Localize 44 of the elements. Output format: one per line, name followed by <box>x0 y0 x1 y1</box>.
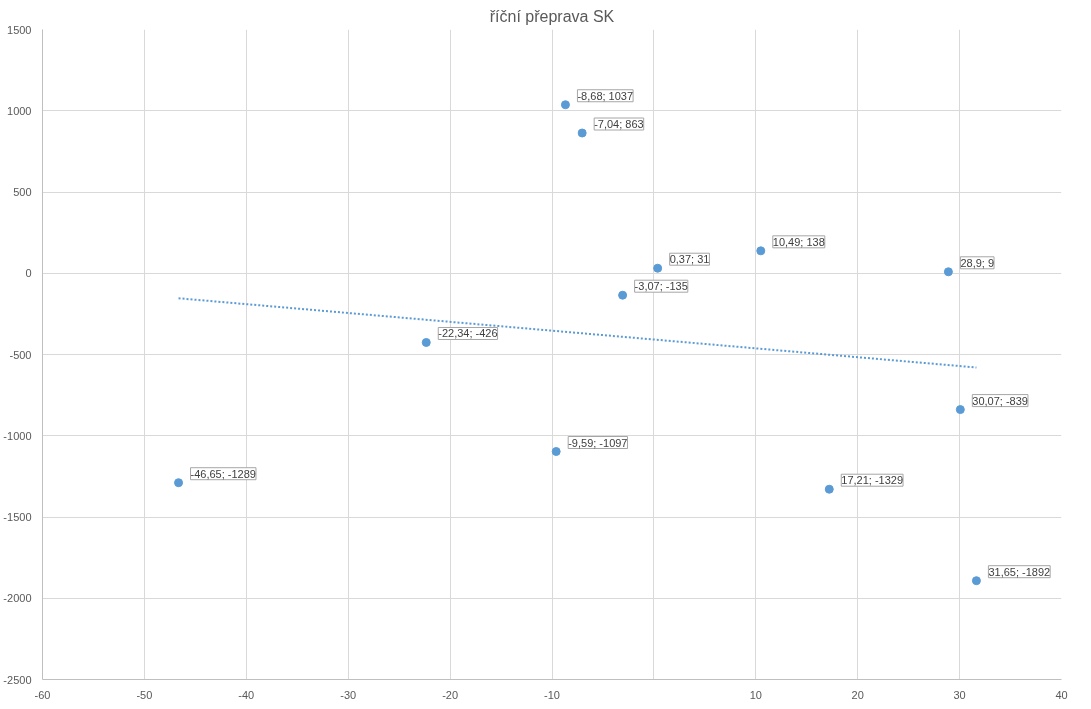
point <box>653 263 663 273</box>
y-tick-label: 500 <box>13 186 32 198</box>
y-tick-label: 0 <box>25 267 32 280</box>
point <box>551 447 561 456</box>
point <box>618 290 628 300</box>
y-tick-label: -2500 <box>3 673 32 686</box>
y-tick-label: -1500 <box>3 511 32 523</box>
point <box>421 337 431 347</box>
point <box>174 478 184 488</box>
data-label: 28,9; 9 <box>960 256 995 269</box>
x-tick-label: -10 <box>544 688 560 701</box>
y-tick-label: 1500 <box>7 23 32 36</box>
data-label: -22,34; -426 <box>438 327 498 340</box>
data-label: 31,65; -1892 <box>988 565 1051 578</box>
point <box>560 100 570 110</box>
y-tick-label: -1000 <box>3 429 32 442</box>
x-tick-label: -20 <box>442 688 459 701</box>
data-label: -46,65; -1289 <box>190 467 256 480</box>
data-label: 0,37; 31 <box>669 253 710 266</box>
x-tick-label: -40 <box>238 688 255 701</box>
y-tick-label: -2000 <box>3 592 32 605</box>
x-tick-label: 40 <box>1055 688 1068 701</box>
x-tick-label: 20 <box>851 688 864 701</box>
data-label: -7,04; 863 <box>594 118 644 131</box>
y-tick-label: 1000 <box>7 104 32 117</box>
point <box>943 267 953 277</box>
point <box>971 576 981 586</box>
data-label: -8,68; 1037 <box>577 89 634 102</box>
point <box>824 484 834 494</box>
x-tick-label: -60 <box>34 688 51 701</box>
data-label: 17,21; -1329 <box>841 474 904 487</box>
x-tick-label: 10 <box>749 688 762 701</box>
data-label: -3,07; -135 <box>634 280 688 293</box>
data-label: 10,49; 138 <box>772 235 825 248</box>
point <box>577 128 587 138</box>
chart-title: říční přeprava SK <box>489 7 615 25</box>
point <box>756 246 766 256</box>
point <box>955 405 965 415</box>
data-label: 30,07; -839 <box>972 394 1028 407</box>
data-label: -9,59; -1097 <box>568 436 628 449</box>
x-tick-label: -30 <box>340 688 357 701</box>
y-tick-label: -500 <box>9 348 32 361</box>
x-tick-label: 30 <box>953 688 966 701</box>
x-tick-label: -50 <box>136 688 153 701</box>
